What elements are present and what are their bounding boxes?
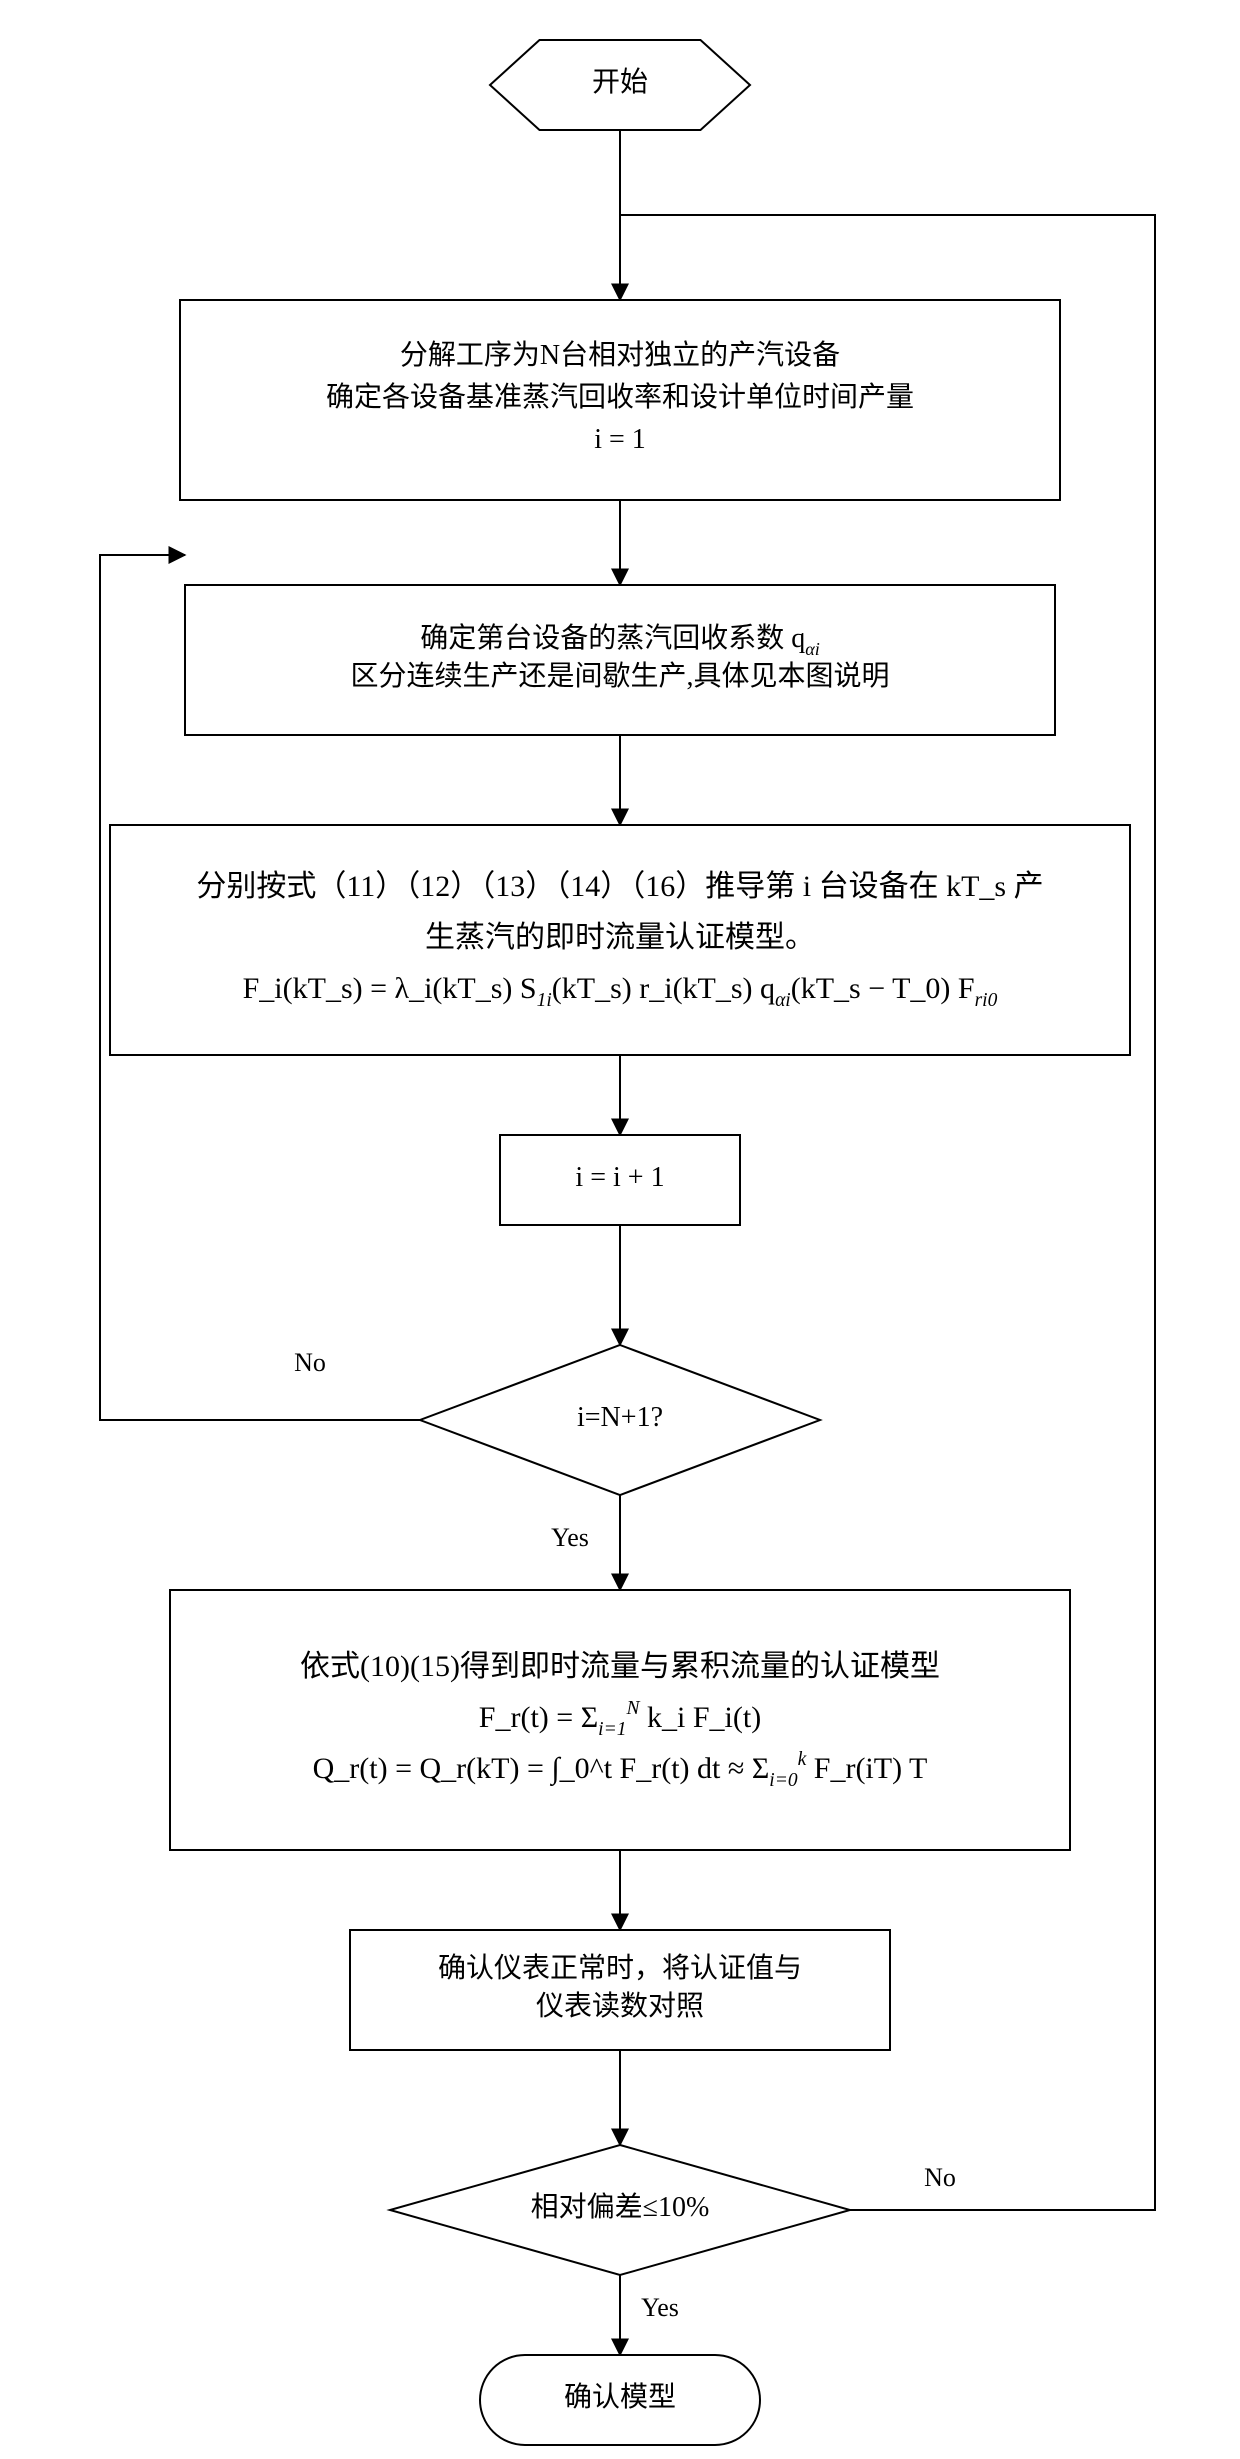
node-text-line: 仪表读数对照 [536, 1990, 704, 2022]
node-text-line: 生蒸汽的即时流量认证模型。 [425, 921, 815, 954]
node-n1: 分解工序为N台相对独立的产汽设备确定各设备基准蒸汽回收率和设计单位时间产量 i =… [180, 300, 1060, 500]
node-text-line: 确认仪表正常时，将认证值与 [438, 1953, 802, 1985]
node-n3: 分别按式（11）（12）（13）（14）（16）推导第 i 台设备在 kT_s … [110, 825, 1130, 1055]
node-end: 确认模型 [480, 2355, 760, 2445]
edge-label: No [924, 2163, 956, 2192]
edge-label: Yes [641, 2293, 679, 2322]
edge-label: No [294, 1348, 326, 1377]
edge-label: Yes [551, 1523, 589, 1552]
node-n2: 确定第台设备的蒸汽回收系数 qαi区分连续生产还是间歇生产,具体见本图说明 [185, 585, 1055, 735]
node-n4: i = i + 1 [500, 1135, 740, 1225]
node-text-line: 确认模型 [564, 2381, 676, 2413]
node-text-line: 分别按式（11）（12）（13）（14）（16）推导第 i 台设备在 kT_s … [196, 870, 1043, 903]
node-text-line: 确定第台设备的蒸汽回收系数 qαi [420, 623, 820, 660]
node-text-line: 开始 [592, 66, 648, 98]
node-text-line: 区分连续生产还是间歇生产,具体见本图说明 [350, 660, 889, 692]
node-d2: 相对偏差≤10% [390, 2145, 850, 2275]
node-text-line: i = 1 [594, 424, 646, 455]
node-text-line: 相对偏差≤10% [531, 2191, 710, 2223]
node-n6: 确认仪表正常时，将认证值与仪表读数对照 [350, 1930, 890, 2050]
node-text-line: 分解工序为N台相对独立的产汽设备 [400, 339, 840, 371]
node-n5: 依式(10)(15)得到即时流量与累积流量的认证模型F_r(t) = Σi=1N… [170, 1590, 1070, 1850]
flowchart-canvas: Yes Yes No No 开始分解工序为N台相对独立的产汽设备确定各设备基准蒸汽回收… [0, 0, 1240, 2459]
node-text-line: 确定各设备基准蒸汽回收率和设计单位时间产量 [326, 381, 914, 413]
node-text-line: i=N+1? [577, 1402, 663, 1433]
node-text-line: Q_r(t) = Q_r(kT) = ∫_0^t F_r(t) dt ≈ Σi=… [313, 1749, 928, 1791]
node-text-line: i = i + 1 [575, 1162, 664, 1193]
node-start: 开始 [490, 40, 750, 130]
node-text-line: 依式(10)(15)得到即时流量与累积流量的认证模型 [300, 1650, 940, 1683]
node-d1: i=N+1? [420, 1345, 820, 1495]
